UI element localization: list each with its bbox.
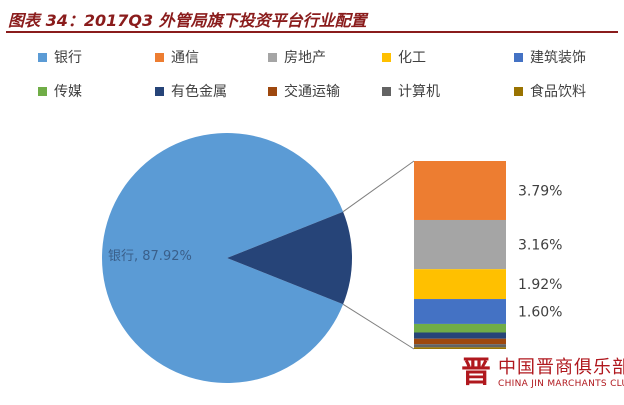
stack-segment: [414, 219, 506, 270]
legend-swatch: [514, 87, 523, 96]
legend-swatch: [382, 87, 391, 96]
legend-swatch: [155, 53, 164, 62]
stack-segment: [414, 332, 506, 339]
legend-swatch: [155, 87, 164, 96]
legend-label: 房地产: [284, 50, 326, 66]
title-bar: 图表 34：2017Q3 外管局旗下投资平台行业配置: [6, 5, 618, 33]
legend-label: 计算机: [398, 84, 440, 100]
connector-top: [342, 160, 415, 213]
legend-label: 传媒: [54, 84, 82, 100]
stack-segment: [414, 338, 506, 345]
stack-segment: [414, 347, 506, 349]
watermark-cn-text: 中国晋商俱乐部: [498, 357, 624, 378]
legend-label: 有色金属: [171, 83, 227, 100]
connector-bottom: [342, 303, 415, 350]
pie-slice-main: [102, 133, 344, 383]
stack-segment: [414, 344, 506, 348]
watermark: 晋 中国晋商俱乐部 CHINA JIN MARCHANTS CLUB: [452, 349, 624, 403]
legend-label: 交通运输: [284, 83, 340, 100]
legend-label: 食品饮料: [530, 83, 586, 100]
legend-swatch: [268, 87, 277, 96]
legend-label: 建筑装饰: [530, 50, 586, 66]
pie: 银行, 87.92%: [102, 133, 353, 383]
stack-segment: [414, 299, 506, 324]
connector-lines: [342, 160, 415, 350]
legend-label: 银行: [54, 50, 82, 66]
watermark-en-text: CHINA JIN MARCHANTS CLUB: [498, 379, 624, 389]
stack-segment: [414, 269, 506, 300]
legend-swatch: [38, 53, 47, 62]
stack-data-label: 1.60%: [518, 304, 562, 320]
watermark-logo: 晋: [461, 355, 491, 390]
stack-data-label: 3.79%: [518, 183, 562, 199]
pie-slice-other: [227, 211, 353, 305]
stack-segment: [414, 323, 506, 333]
legend-swatch: [38, 87, 47, 96]
stack-data-label: 1.92%: [518, 277, 562, 293]
chart-title: 图表 34：2017Q3 外管局旗下投资平台行业配置: [8, 11, 367, 30]
stack-data-label: 3.16%: [518, 238, 562, 254]
data-labels: 3.79% 3.16% 1.92% 1.60%: [518, 183, 562, 320]
stack-segment: [414, 161, 506, 220]
stacked-bar: [414, 161, 506, 349]
legend-label: 化工: [398, 50, 426, 66]
legend-swatch: [382, 53, 391, 62]
legend-label: 通信: [171, 50, 199, 66]
pie-slice-main-label: 银行, 87.92%: [108, 249, 192, 264]
legend-swatch: [268, 53, 277, 62]
legend-swatch: [514, 53, 523, 62]
